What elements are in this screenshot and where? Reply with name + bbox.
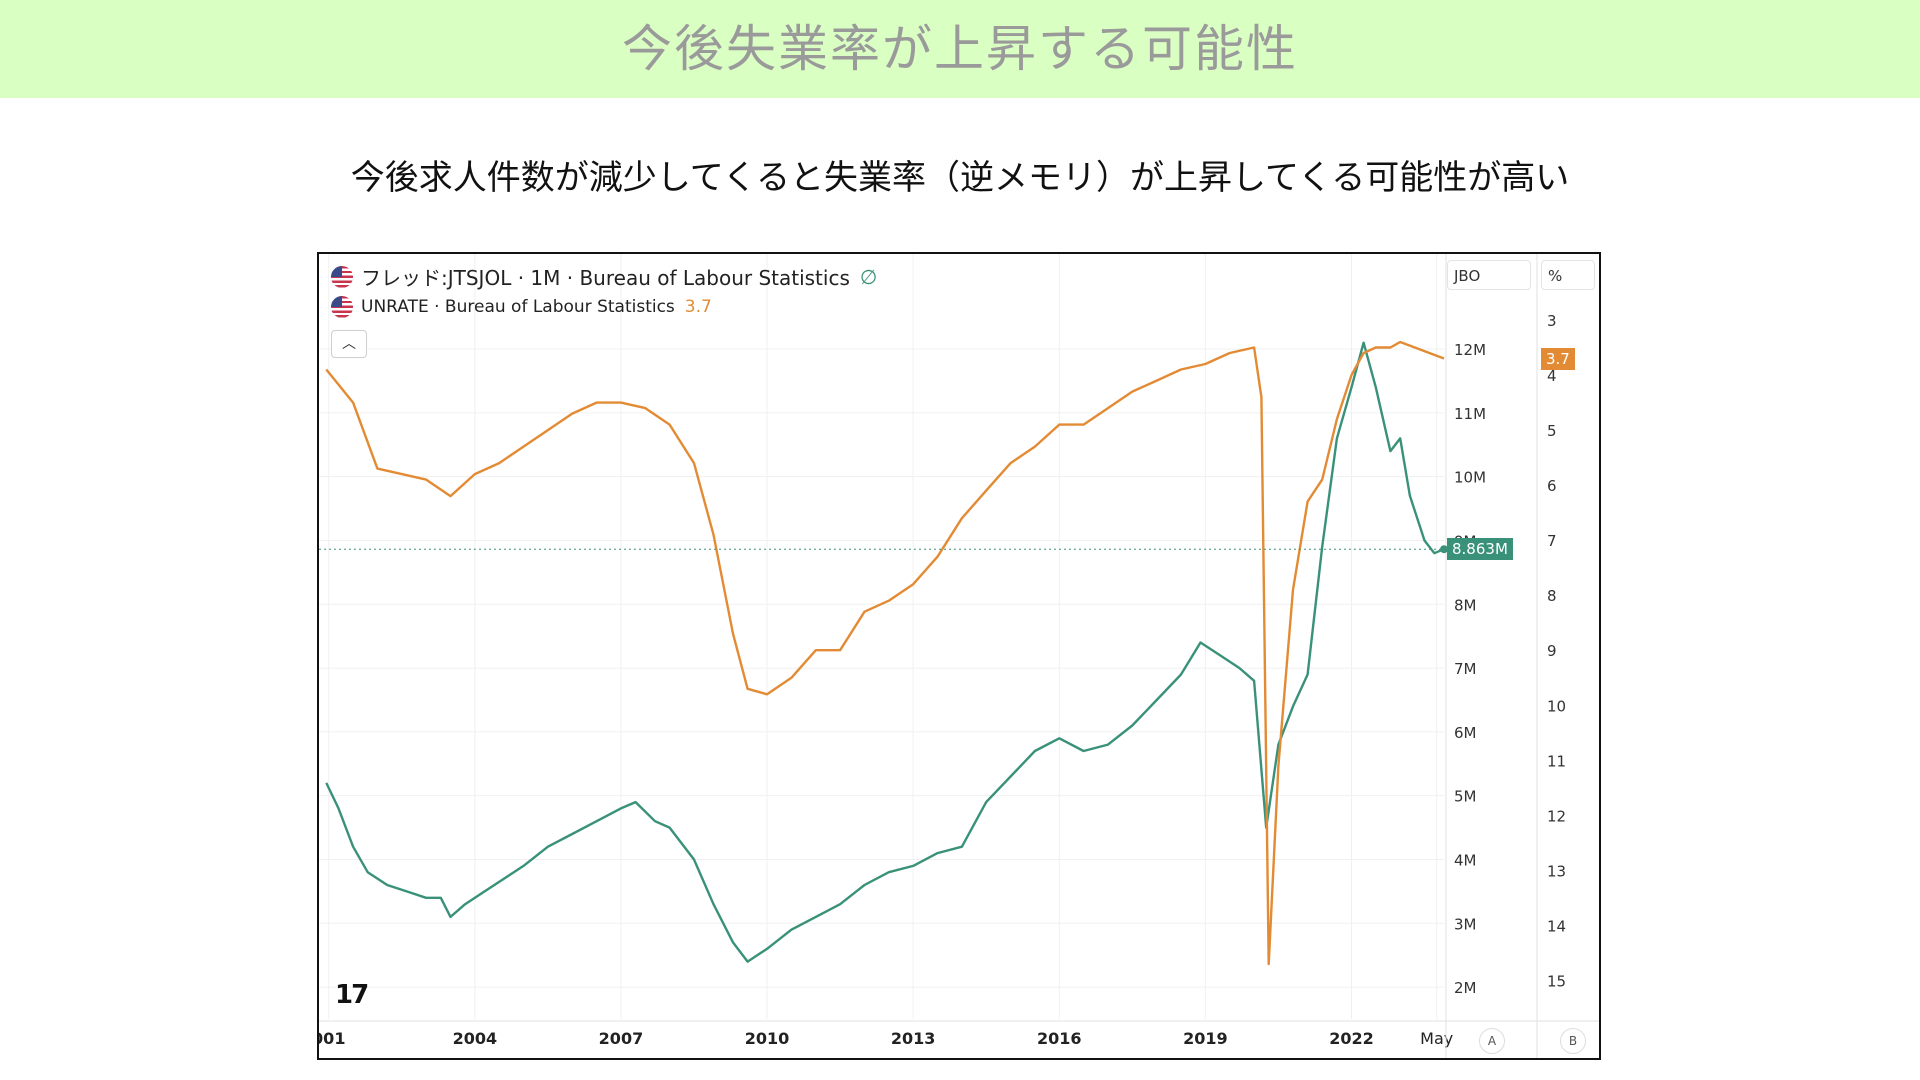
- jtsjol-series-line[interactable]: [325, 341, 1445, 963]
- collapse-legend-button[interactable]: ︿: [331, 330, 367, 358]
- right-axis-tick-label: 15: [1547, 972, 1566, 990]
- legend-jtsjol-value: ∅: [859, 264, 878, 289]
- unrate-last-value-badge: 3.7: [1541, 347, 1575, 370]
- right-axis-tick-label: 3: [1547, 312, 1557, 330]
- right-axis-tick-label: 14: [1547, 917, 1566, 935]
- x-tick-label: 2007: [599, 1029, 644, 1048]
- left-axis-tick-label: 2M: [1454, 979, 1477, 997]
- page-subtitle: 今後求人件数が減少してくると失業率（逆メモリ）が上昇してくる可能性が高い: [350, 158, 1570, 198]
- tradingview-logo: 17: [335, 980, 369, 1010]
- x-tick-label: 2010: [745, 1029, 790, 1048]
- x-tick-label: May: [1420, 1029, 1453, 1048]
- right-axis-tick-label: 13: [1547, 862, 1566, 880]
- us-flag-icon: [331, 296, 353, 318]
- right-axis-tick-label: 11: [1547, 752, 1566, 770]
- left-axis-tick-label: 10M: [1454, 469, 1486, 487]
- legend-jtsjol[interactable]: フレッド:JTSJOL · 1M · Bureau of Labour Stat…: [331, 262, 877, 291]
- chart-panel: 001 2004 2007 2010 2013 2016 2019 2022 May 12M 11M…: [317, 252, 1601, 1060]
- header-banner: [0, 0, 1920, 98]
- left-axis-tick-label: 12M: [1454, 341, 1486, 359]
- page-title: 今後失業率が上昇する可能性: [622, 20, 1298, 78]
- x-tick-label: 2013: [891, 1029, 936, 1048]
- left-axis-tick-label: 6M: [1454, 724, 1477, 742]
- unrate-series-line[interactable]: [325, 340, 1445, 966]
- right-axis-tick-label: 9: [1547, 642, 1557, 660]
- chart-canvas[interactable]: 001 2004 2007 2010 2013 2016 2019 2022 May 12M 11M…: [319, 254, 1599, 1058]
- x-tick-label: 001: [319, 1029, 345, 1048]
- left-axis-tick-label: 11M: [1454, 405, 1486, 423]
- left-axis-tick-label: 8M: [1454, 596, 1477, 614]
- right-axis-tick-label: 12: [1547, 807, 1566, 825]
- x-tick-label: 2019: [1183, 1029, 1228, 1048]
- us-flag-icon: [331, 265, 353, 288]
- right-axis-tick-label: 7: [1547, 532, 1557, 550]
- jtsjol-last-value-badge: 8.863M: [1447, 538, 1513, 561]
- x-tick-label: 2022: [1329, 1029, 1374, 1048]
- x-tick-label: 2016: [1037, 1029, 1082, 1048]
- left-axis-title[interactable]: JBO: [1447, 260, 1531, 290]
- chevron-up-icon: ︿: [342, 336, 356, 352]
- legend-unrate-value: 3.7: [684, 297, 712, 317]
- right-axis-title[interactable]: %: [1541, 260, 1595, 290]
- left-axis-tick-label: 5M: [1454, 788, 1477, 806]
- left-axis-tick-label: 3M: [1454, 915, 1477, 933]
- legend-jtsjol-label: フレッド:JTSJOL · 1M · Bureau of Labour Stat…: [361, 266, 850, 290]
- left-axis-tick-label: 7M: [1454, 660, 1477, 678]
- right-axis-tick-label: 10: [1547, 697, 1566, 715]
- right-axis-tick-label: 6: [1547, 477, 1557, 495]
- auto-scale-button[interactable]: A: [1479, 1028, 1505, 1054]
- legend-unrate[interactable]: UNRATE · Bureau of Labour Statistics 3.7: [331, 296, 712, 318]
- log-scale-button[interactable]: B: [1560, 1028, 1586, 1054]
- right-axis-tick-label: 8: [1547, 587, 1557, 605]
- x-tick-label: 2004: [453, 1029, 498, 1048]
- left-axis-tick-label: 4M: [1454, 851, 1477, 869]
- legend-unrate-label: UNRATE · Bureau of Labour Statistics: [361, 297, 675, 317]
- right-axis-tick-label: 5: [1547, 422, 1557, 440]
- right-axis-tick-label: 4: [1547, 367, 1557, 385]
- jtsjol-last-point: [1440, 545, 1448, 554]
